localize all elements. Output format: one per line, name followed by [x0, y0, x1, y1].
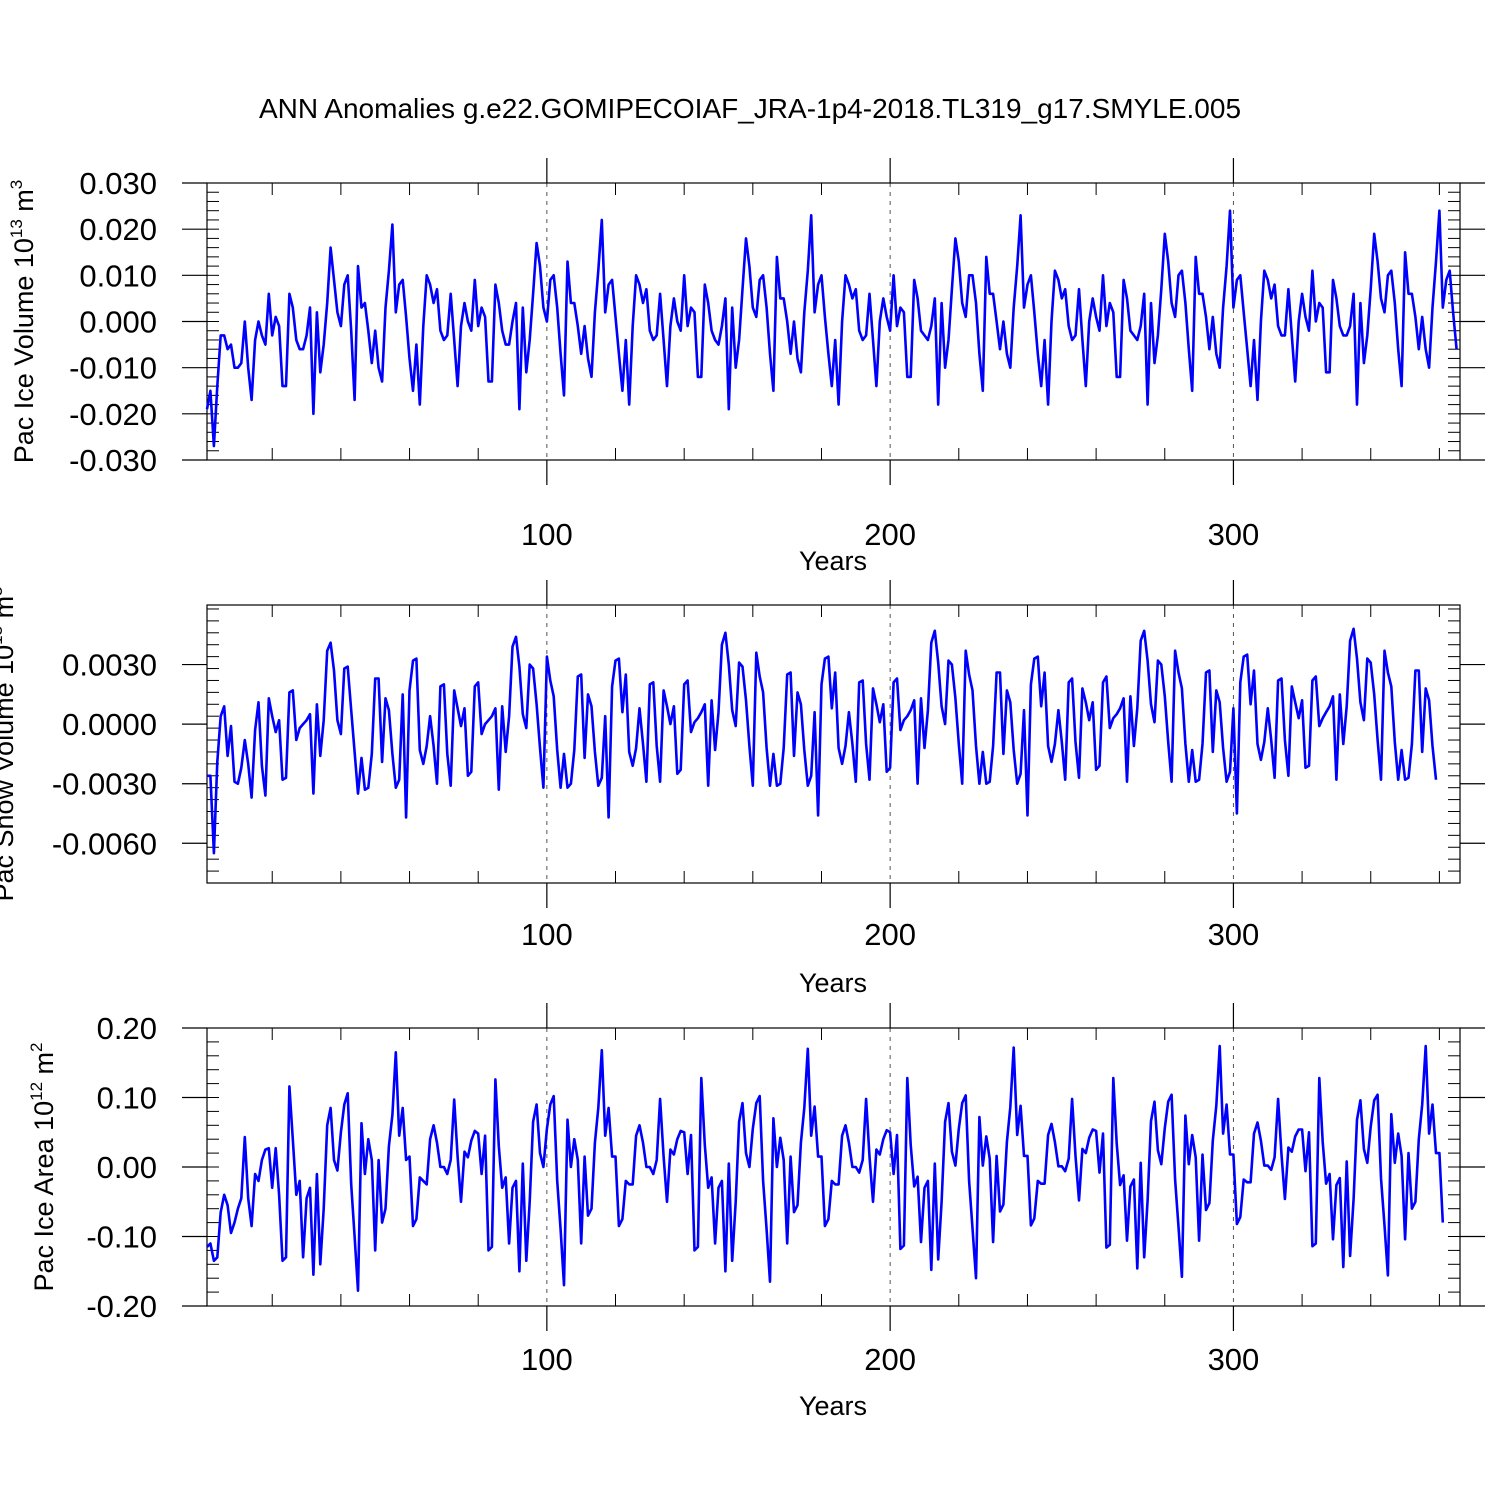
- y-axis-label-base: Pac Snow Volume 10: [0, 645, 19, 902]
- series-line: [205, 209, 1458, 448]
- y-tick-label: 0.000: [79, 305, 157, 340]
- y-axis-label-base: Pac Ice Volume 10: [9, 238, 39, 463]
- y-axis-label-exponent: 13: [7, 219, 26, 238]
- y-tick-label: -0.0060: [52, 826, 157, 861]
- y-tick-label: -0.0030: [52, 767, 157, 802]
- y-tick-label: 0.030: [79, 166, 157, 201]
- x-tick-label: 200: [864, 517, 916, 552]
- panel-1: 100 200 300 -0.030 -0.020 -0.010 0.000 0.010 0.0…: [7, 158, 1485, 576]
- y-axis-label-base: Pac Ice Area 10: [29, 1101, 59, 1292]
- y-tick-label: 0.010: [79, 258, 157, 293]
- x-tick-label: 300: [1208, 517, 1260, 552]
- y-tick-label: 0.10: [97, 1081, 157, 1116]
- y-axis-label-exponent: 12: [27, 1082, 46, 1101]
- y-axis-label-unit: m: [9, 189, 39, 219]
- y-axis-label-unit: m: [29, 1052, 59, 1082]
- series-line: [207, 627, 1438, 855]
- x-tick-label: 300: [1208, 1342, 1260, 1377]
- y-tick-label: 0.0000: [62, 707, 157, 742]
- x-tick-label: 300: [1208, 917, 1260, 952]
- panel-2: 100 200 300 -0.0060 -0.0030 0.0000 0.0030 Years…: [0, 580, 1485, 998]
- x-tick-label: 200: [864, 1342, 916, 1377]
- y-axis-label-unit: m: [0, 596, 19, 626]
- x-axis-label: Years: [799, 1391, 867, 1421]
- y-axis-label-unit-exponent: 2: [27, 1042, 46, 1051]
- y-tick-label: -0.020: [69, 397, 157, 432]
- x-tick-label: 100: [521, 517, 573, 552]
- y-axis-label: Pac Ice Volume 1013 m3: [7, 180, 39, 464]
- x-tick-label: 100: [521, 1342, 573, 1377]
- y-tick-label: -0.10: [86, 1220, 157, 1255]
- y-axis-label: Pac Ice Area 1012 m2: [27, 1042, 59, 1291]
- y-tick-label: 0.00: [97, 1150, 157, 1185]
- panel-3: 100 200 300 -0.20 -0.10 0.00 0.10 0.20 Years Pac …: [27, 1003, 1485, 1421]
- x-axis-label: Years: [799, 968, 867, 998]
- y-axis-label-exponent: 13: [0, 626, 6, 645]
- chart-title: ANN Anomalies g.e22.GOMIPECOIAF_JRA-1p4-…: [259, 93, 1241, 124]
- x-tick-label: 200: [864, 917, 916, 952]
- y-tick-label: -0.010: [69, 351, 157, 386]
- x-axis-label: Years: [799, 546, 867, 576]
- y-tick-label: 0.0030: [62, 648, 157, 683]
- y-axis-label-unit-exponent: 3: [0, 586, 6, 595]
- y-axis-label-unit-exponent: 3: [7, 180, 26, 189]
- series-line: [206, 1044, 1445, 1292]
- y-tick-label: 0.20: [97, 1011, 157, 1046]
- plot-frame: [206, 604, 1461, 884]
- y-tick-label: -0.20: [86, 1289, 157, 1324]
- y-tick-label: -0.030: [69, 443, 157, 478]
- x-tick-label: 100: [521, 917, 573, 952]
- y-tick-label: 0.020: [79, 212, 157, 247]
- y-axis-label: Pac Snow Volume 1013 m3: [0, 586, 19, 901]
